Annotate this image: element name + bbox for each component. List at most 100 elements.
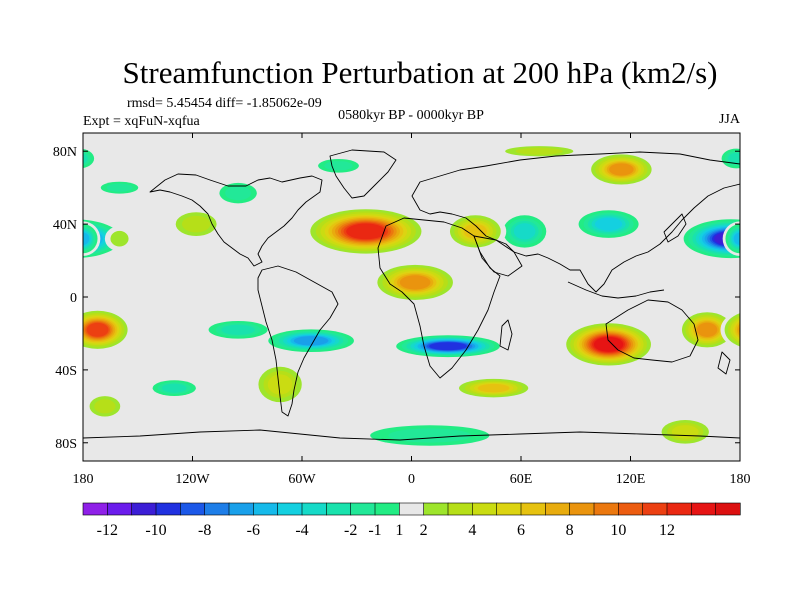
contour-band-17 <box>38 321 62 338</box>
contour-band-17 <box>36 320 64 340</box>
x-tick-label: 60W <box>288 472 316 487</box>
colorbar-label: 10 <box>610 522 626 539</box>
contour-band-8 <box>750 179 800 196</box>
colorbar-label: 6 <box>517 522 525 539</box>
period-label: 0580kyr BP - 0000kyr BP <box>338 108 484 123</box>
contour-band-17 <box>31 317 69 344</box>
contour-band-12 <box>727 152 740 165</box>
colorbar: -12 -10 -8 -6 -4 -2 -1 1 2 4 6 8 10 12 <box>82 502 741 539</box>
y-tick-label: 0 <box>70 291 77 306</box>
colorbar-swatch <box>350 502 376 516</box>
colorbar-label: -4 <box>295 522 308 539</box>
colorbar-swatch <box>666 502 692 516</box>
contour-band-3 <box>513 223 536 240</box>
colorbar-swatch <box>82 502 108 516</box>
coastline-madagascar <box>499 319 513 351</box>
colorbar-label: -10 <box>145 522 166 539</box>
contour-band-20 <box>734 321 740 339</box>
coastline-antarctica <box>83 429 740 441</box>
contour-band-6 <box>221 324 255 335</box>
contour-band-23 <box>110 230 129 247</box>
contour-band-26 <box>515 147 563 155</box>
rmsd-label: rmsd= 5.45454 diff= -1.85062e-09 <box>127 96 322 111</box>
coastlines <box>83 149 740 441</box>
contour-band-25 <box>5 420 52 444</box>
contour-band-20 <box>736 323 740 337</box>
colorbar-swatch <box>399 502 425 516</box>
contour-band-15 <box>463 224 488 239</box>
contour-band-17 <box>696 322 718 337</box>
colorbar-swatch <box>253 502 279 516</box>
contour-band-16 <box>593 337 624 352</box>
contour-band-17 <box>40 323 60 337</box>
y-tick-label: 80N <box>53 145 77 160</box>
colorbar-swatch <box>228 502 254 516</box>
colorbar-swatch <box>204 502 230 516</box>
y-tick-label: 40N <box>53 218 77 233</box>
colorbar-swatch <box>545 502 571 516</box>
contour-band-1 <box>733 232 740 245</box>
colorbar-swatch <box>107 502 133 516</box>
contour-band-9 <box>324 161 353 171</box>
contour-field <box>0 133 800 461</box>
contour-band-21 <box>747 396 778 416</box>
colorbar-swatch <box>593 502 619 516</box>
contour-band-2 <box>594 217 623 231</box>
contour-band-25 <box>15 425 42 438</box>
colorbar-label: -2 <box>344 522 357 539</box>
coastline-japan <box>663 213 687 243</box>
x-tick-label: 180 <box>730 472 751 487</box>
contour-band-10 <box>225 186 252 201</box>
contour-band-11 <box>388 428 472 443</box>
contour-band-4 <box>429 342 467 351</box>
contour-band-17 <box>25 312 75 347</box>
contour-band-20 <box>740 321 768 339</box>
contour-band-1 <box>83 232 90 245</box>
colorbar-label: 12 <box>659 522 675 539</box>
colorbar-swatch <box>472 502 498 516</box>
colorbar-label: 1 <box>395 522 403 539</box>
x-tick-label: 120E <box>616 472 646 487</box>
colorbar-label: -6 <box>247 522 260 539</box>
colorbar-swatch <box>277 502 303 516</box>
coastline-arabia <box>473 235 523 277</box>
colorbar-label: 4 <box>468 522 476 539</box>
coastline-eurasia <box>411 151 740 293</box>
colorbar-swatch <box>131 502 157 516</box>
colorbar-swatch <box>520 502 546 516</box>
contour-band-12 <box>83 153 88 164</box>
coastline-new-zealand <box>717 351 731 375</box>
x-tick-label: 120W <box>175 472 210 487</box>
colorbar-swatch <box>374 502 400 516</box>
x-tick-label: 180 <box>73 472 94 487</box>
contour-band-20 <box>742 322 767 338</box>
colorbar-swatch <box>423 502 449 516</box>
coastline-indonesia <box>567 281 665 299</box>
chart-title: Streamfunction Perturbation at 200 hPa (… <box>123 55 718 90</box>
contour-band-24 <box>267 374 293 395</box>
contour-band-20 <box>86 322 109 337</box>
colorbar-swatch <box>715 502 741 516</box>
contour-band-7 <box>161 383 187 393</box>
coastline-africa <box>377 217 501 379</box>
contour-band-17 <box>34 318 67 341</box>
colorbar-swatch <box>301 502 327 516</box>
contour-band-17 <box>21 309 80 350</box>
contour-band-14 <box>399 275 431 290</box>
contour-band-18 <box>609 163 634 176</box>
contour-band-17 <box>28 315 72 346</box>
colorbar-label: -8 <box>198 522 211 539</box>
y-tick-label: 40S <box>55 364 77 379</box>
y-tick-label: 80S <box>55 437 77 452</box>
colorbar-swatch <box>155 502 181 516</box>
axis-ticks: 180 120W 60W 0 60E 120E 180 80N 40N 0 40S 80S <box>53 133 751 487</box>
coastline-north-america <box>149 173 323 267</box>
contour-band-21 <box>94 399 116 414</box>
contour-band-25 <box>0 416 59 447</box>
contour-band-8 <box>763 184 789 192</box>
contour-band-13 <box>346 223 386 240</box>
coastline-greenland <box>329 149 397 199</box>
x-tick-label: 0 <box>408 472 415 487</box>
contour-band-21 <box>751 399 772 413</box>
